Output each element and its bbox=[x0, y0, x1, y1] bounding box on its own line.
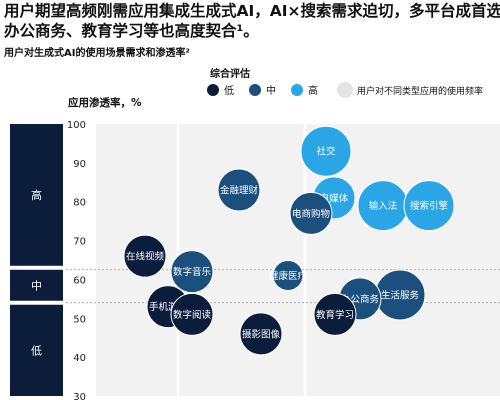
y-tick-label: 70 bbox=[73, 237, 86, 248]
bubble-point bbox=[289, 191, 333, 235]
row-label: 中 bbox=[31, 279, 42, 292]
bubble-label: 在线视频 bbox=[126, 251, 165, 263]
y-axis-label: 应用渗透率，% bbox=[68, 96, 142, 109]
bubble-point bbox=[170, 292, 214, 336]
chart-title: 用户对生成式AI的使用场景需求和渗透率² bbox=[4, 48, 190, 59]
headline-line-1: 用户期望高频刚需应用集成生成式AI，AI×搜索需求迫切，多平台成首选， bbox=[4, 2, 500, 20]
bubble-label: 健康医疗 bbox=[269, 270, 308, 282]
legend-label: 中 bbox=[266, 84, 276, 97]
legend-label: 高 bbox=[308, 84, 318, 97]
bubble-label: 搜索引擎 bbox=[410, 200, 449, 212]
bubble-point bbox=[272, 260, 304, 292]
bubble-label: 输入法 bbox=[369, 200, 398, 212]
legend-title: 综合评估 bbox=[210, 67, 250, 80]
bubble-point bbox=[313, 292, 357, 336]
legend-size-label: 用户对不同类型应用的使用频率 bbox=[357, 85, 483, 97]
row-label: 高 bbox=[31, 188, 42, 202]
bubble-label: 金融理财 bbox=[220, 185, 259, 197]
y-tick-label: 80 bbox=[73, 198, 86, 209]
bubble-point bbox=[217, 168, 261, 212]
bubble-label: 社交 bbox=[316, 146, 336, 158]
y-tick-label: 30 bbox=[73, 392, 86, 400]
bubble-label: 数字音乐 bbox=[173, 266, 212, 278]
legend-swatch-3 bbox=[291, 84, 303, 96]
bubble-point bbox=[239, 312, 283, 356]
y-tick-label: 60 bbox=[73, 275, 86, 286]
legend-label: 低 bbox=[224, 84, 234, 97]
bubble-label: 数字阅读 bbox=[173, 309, 212, 321]
headline: 用户期望高频刚需应用集成生成式AI，AI×搜索需求迫切，多平台成首选， 办公商务… bbox=[4, 1, 500, 41]
bubble-label: 生活服务 bbox=[381, 289, 420, 301]
headline-line-2: 办公商务、教育学习等也高度契合¹。 bbox=[4, 22, 259, 40]
bubble-point bbox=[300, 125, 352, 177]
bubble-point bbox=[403, 180, 455, 232]
y-tick-label: 100 bbox=[67, 120, 86, 131]
row-label: 低 bbox=[31, 344, 42, 357]
bubble-point bbox=[123, 234, 167, 278]
bubble-point bbox=[170, 250, 214, 294]
y-tick-label: 40 bbox=[73, 353, 86, 364]
bubble-label: 摄影图像 bbox=[242, 328, 281, 340]
legend-swatch-2 bbox=[249, 84, 261, 96]
row-band-1 bbox=[10, 124, 63, 266]
bubble-label: 电商购物 bbox=[292, 208, 331, 220]
legend-swatch-1 bbox=[207, 84, 219, 96]
row-band-2 bbox=[10, 269, 63, 301]
y-tick-label: 50 bbox=[73, 314, 86, 325]
bubble-label: 教育学习 bbox=[316, 309, 354, 321]
row-band-3 bbox=[10, 304, 63, 396]
legend-size-swatch bbox=[337, 82, 353, 98]
y-tick-label: 90 bbox=[73, 159, 86, 170]
